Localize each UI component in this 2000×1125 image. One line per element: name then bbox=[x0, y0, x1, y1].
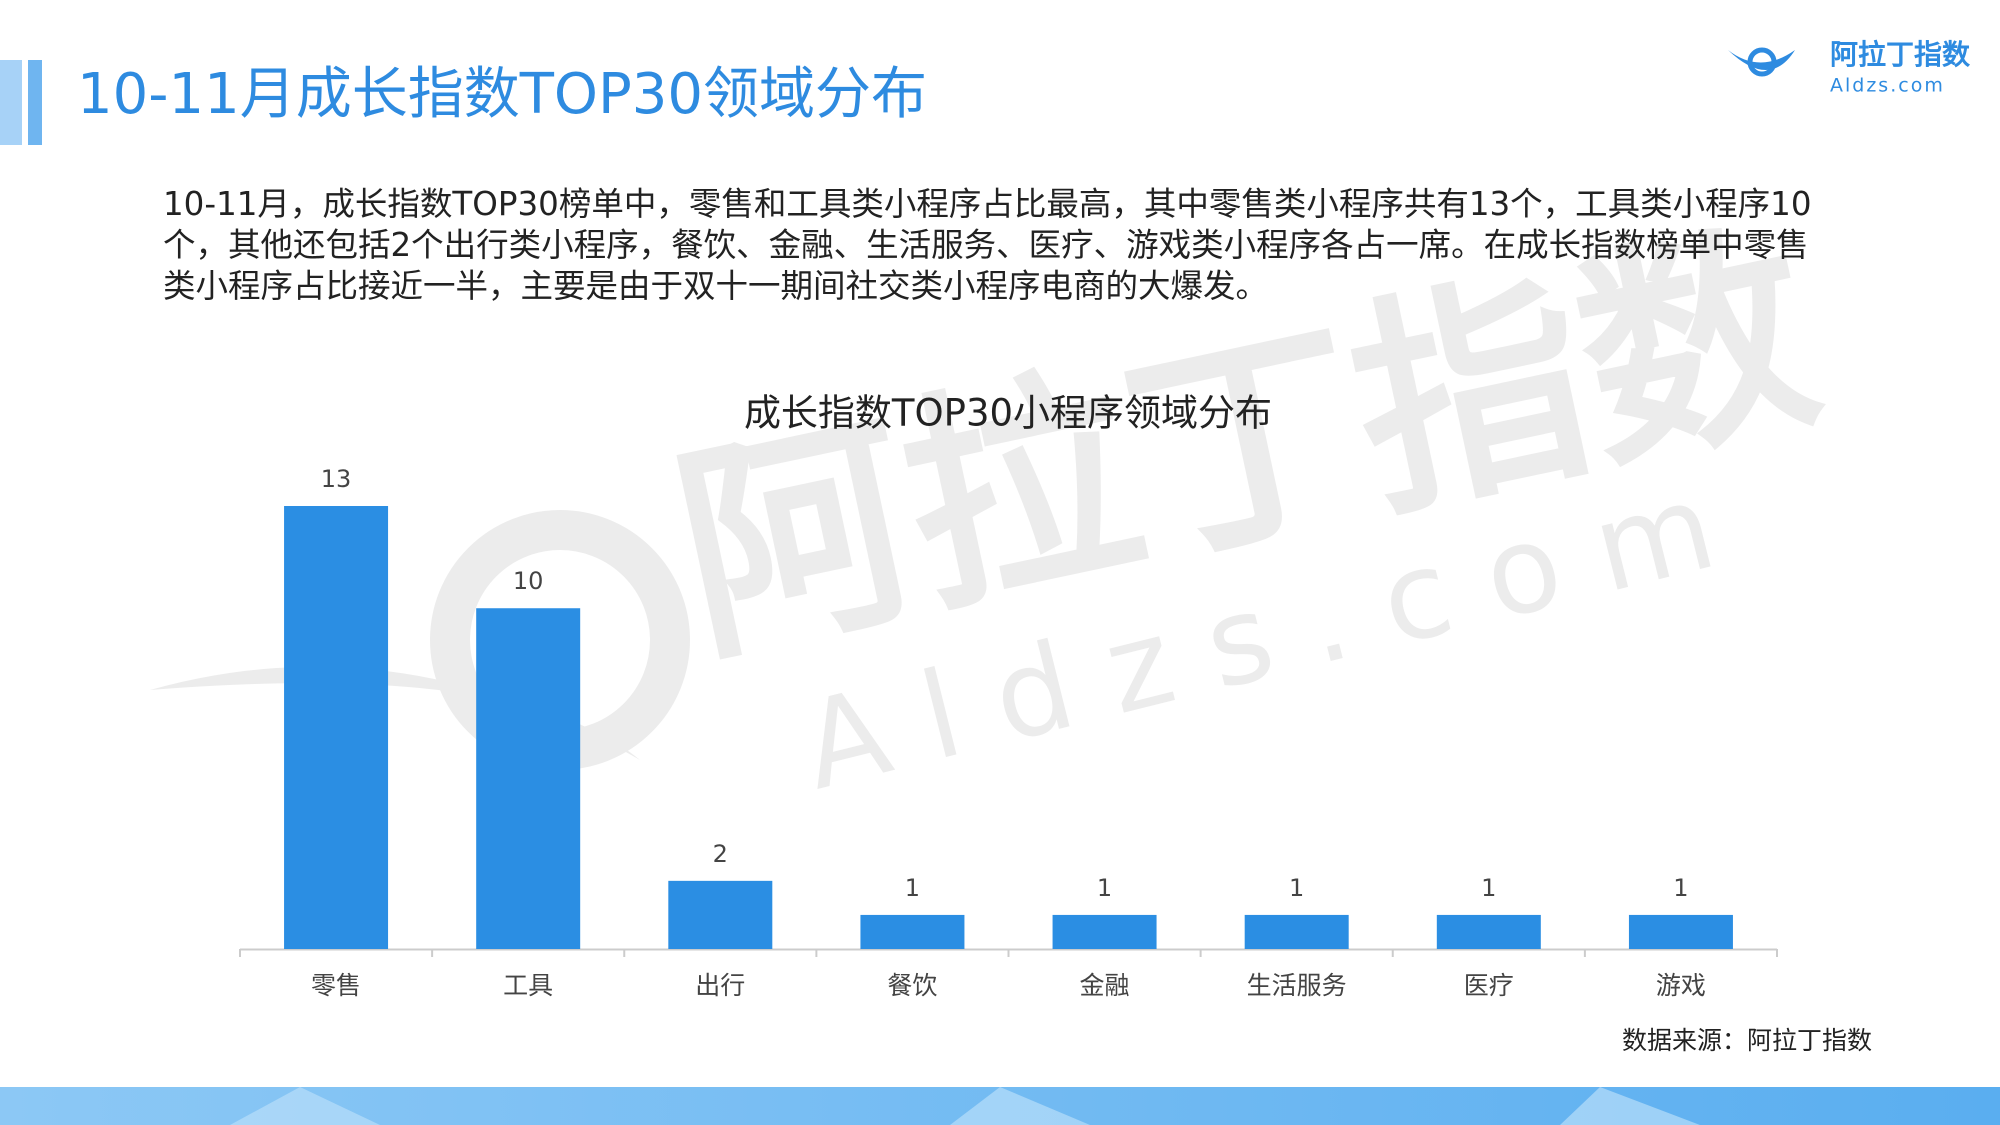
chart-title: 成长指数TOP30小程序领域分布 bbox=[744, 392, 1272, 435]
logo-icon bbox=[1728, 50, 1795, 70]
logo-name: 阿拉丁指数 bbox=[1830, 38, 1971, 71]
logo: 阿拉丁指数 Aldzs.com bbox=[1728, 38, 1971, 97]
footer-band bbox=[230, 1087, 1700, 1125]
bar bbox=[1244, 914, 1349, 949]
x-tick-label: 金融 bbox=[1080, 971, 1130, 1000]
bar bbox=[668, 880, 773, 949]
slide-title: 10-11月成长指数TOP30领域分布 bbox=[77, 62, 927, 127]
bar bbox=[1436, 914, 1541, 949]
summary-paragraph: 10-11月，成长指数TOP30榜单中，零售和工具类小程序占比最高，其中零售类小… bbox=[163, 185, 1812, 305]
title-accent bbox=[0, 60, 22, 145]
bar bbox=[860, 914, 965, 949]
x-tick-label: 出行 bbox=[695, 971, 745, 1000]
watermark-icon bbox=[150, 666, 640, 760]
bar bbox=[1628, 914, 1733, 949]
logo-url: Aldzs.com bbox=[1830, 75, 1945, 97]
data-label: 1 bbox=[905, 874, 920, 902]
x-tick-label: 餐饮 bbox=[887, 971, 937, 1000]
data-label: 2 bbox=[713, 840, 728, 868]
data-label: 1 bbox=[1673, 874, 1688, 902]
bar bbox=[284, 506, 389, 949]
data-label: 10 bbox=[513, 567, 544, 595]
bar bbox=[476, 608, 581, 949]
x-tick-label: 生活服务 bbox=[1247, 971, 1347, 1000]
data-label: 1 bbox=[1097, 874, 1112, 902]
x-tick-label: 工具 bbox=[503, 971, 553, 1000]
bar bbox=[1052, 914, 1157, 949]
data-label: 1 bbox=[1289, 874, 1304, 902]
source-note: 数据来源：阿拉丁指数 bbox=[1622, 1026, 1872, 1055]
x-tick-label: 游戏 bbox=[1656, 971, 1706, 1000]
data-label: 13 bbox=[321, 465, 352, 493]
data-label: 1 bbox=[1481, 874, 1496, 902]
title-accent bbox=[28, 60, 42, 145]
x-tick-label: 零售 bbox=[311, 971, 361, 1000]
x-tick-label: 医疗 bbox=[1464, 971, 1514, 1000]
